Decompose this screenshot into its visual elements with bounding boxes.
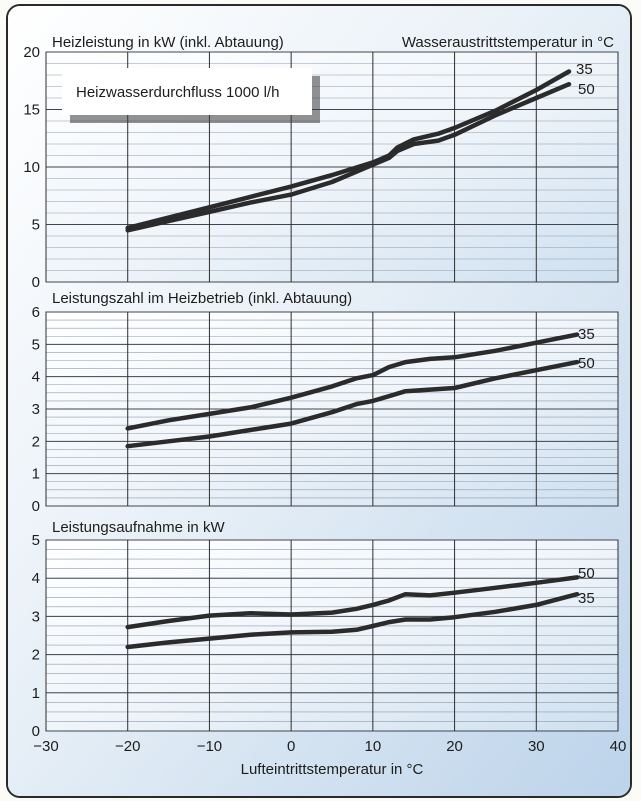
y-tick-label: 6 [32,304,40,321]
x-tick-label: 30 [528,738,545,755]
series-label-35: 35 [578,326,595,343]
y-tick-label: 2 [32,433,40,450]
x-axis-label: Lufteintrittstemperatur in °C [241,761,424,778]
chart-title-1: Heizleistung in kW (inkl. Abtauung) [52,34,284,51]
y-tick-label: 15 [23,102,40,119]
x-tick-label: −20 [115,738,140,755]
series-line-35 [125,332,580,431]
x-tick-label: −10 [197,738,222,755]
chart-frame: 0 5 10 15 20 35 50 Heizleistung in kW (inkl. Ab… [6,4,632,798]
annotation-text: Heizwasserdurchfluss 1000 l/h [76,84,279,101]
y-tick-label: 5 [32,336,40,353]
y-tick-label: 2 [32,647,40,664]
y-tick-label: 0 [32,498,40,515]
x-tick-label: 0 [287,738,295,755]
series-label-50: 50 [578,81,595,98]
chart-title-3: Leistungsaufnahme in kW [52,519,225,536]
x-tick-label: 10 [365,738,382,755]
series-line-50 [125,81,572,233]
y-tick-label: 5 [32,532,40,549]
series-label-35: 35 [576,61,593,78]
series-label-50: 50 [578,565,595,582]
y-tick-label: 10 [23,159,40,176]
y-tick-label: 4 [32,570,40,587]
series-label-50: 50 [578,355,595,372]
y-tick-label: 3 [32,401,40,418]
x-tick-label: 40 [610,738,627,755]
series-line-50 [125,575,580,630]
x-tick-label: −30 [33,738,58,755]
annotation-box [62,68,312,115]
chart-title-2: Leistungszahl im Heizbetrieb (inkl. Abta… [52,290,352,307]
y-tick-label: 1 [32,466,40,483]
x-tick-label: 20 [446,738,463,755]
y-tick-label: 3 [32,608,40,625]
y-tick-label: 0 [32,723,40,740]
y-tick-label: 0 [32,274,40,291]
series-line-50 [125,359,580,449]
y-tick-label: 20 [23,44,40,61]
series-label-35: 35 [578,590,595,607]
y-tick-label: 1 [32,685,40,702]
series-line-35 [125,591,580,650]
y-tick-label: 4 [32,369,40,386]
legend-title: Wasseraustrittstemperatur in °C [402,34,614,51]
y-tick-label: 5 [32,217,40,234]
